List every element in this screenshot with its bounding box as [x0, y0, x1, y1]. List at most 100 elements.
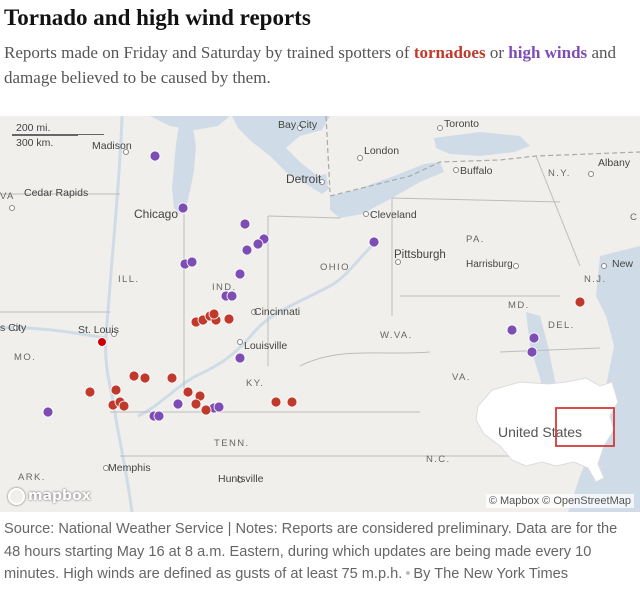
- ohio-river: [137, 240, 377, 418]
- state-ia: VA: [0, 191, 15, 202]
- source-note: Source: National Weather Service | Notes…: [4, 518, 636, 586]
- city-buffalo: Buffalo: [460, 165, 493, 177]
- city-new-york: New: [612, 258, 633, 270]
- wind-report[interactable]: [252, 238, 264, 250]
- source-text: Source: National Weather Service | Notes…: [4, 521, 618, 582]
- city-detroit: Detroit: [286, 172, 322, 186]
- wind-report[interactable]: [234, 352, 246, 364]
- country-border: [325, 116, 640, 197]
- tornado-report[interactable]: [128, 370, 140, 382]
- wind-report[interactable]: [177, 202, 189, 214]
- byline: By The New York Times: [413, 566, 569, 582]
- wind-report[interactable]: [526, 346, 538, 358]
- tornado-report[interactable]: [139, 372, 151, 384]
- tornado-report[interactable]: [286, 396, 298, 408]
- city-toronto: Toronto: [444, 118, 479, 130]
- wind-report[interactable]: [149, 150, 161, 162]
- wind-report[interactable]: [239, 218, 251, 230]
- tornado-reports: [84, 296, 586, 416]
- subtitle-text: Reports made on Friday and Saturday by t…: [4, 43, 414, 62]
- city-louisville: Louisville: [244, 340, 287, 352]
- city-albany: Albany: [598, 157, 631, 169]
- tornado-report[interactable]: [270, 396, 282, 408]
- city-madison: Madison: [92, 140, 132, 152]
- wind-report[interactable]: [186, 256, 198, 268]
- lake-erie: [330, 162, 444, 218]
- state-ct: C: [630, 212, 638, 223]
- mississippi-river: [104, 116, 134, 512]
- state-pa: PA.: [466, 234, 485, 245]
- wind-report[interactable]: [213, 401, 225, 413]
- wind-report[interactable]: [153, 410, 165, 422]
- city-huntsville: Huntsville: [218, 473, 264, 485]
- state-ill: ILL.: [118, 274, 139, 285]
- lake-huron: [232, 116, 330, 194]
- tornado-report[interactable]: [190, 398, 202, 410]
- tornadoes-keyword: tornadoes: [413, 43, 486, 62]
- mapbox-logo[interactable]: mapbox: [8, 486, 91, 506]
- missouri-river: [0, 326, 107, 340]
- city-cedar-rapids: Cedar Rapids: [24, 187, 88, 199]
- tornado-report[interactable]: [574, 296, 586, 308]
- wind-report[interactable]: [506, 324, 518, 336]
- st-louis-marker[interactable]: [97, 337, 107, 347]
- chart-subtitle: Reports made on Friday and Saturday by t…: [4, 40, 638, 90]
- chart-title: Tornado and high wind reports: [4, 5, 311, 30]
- high-winds-keyword: high winds: [508, 43, 588, 62]
- scale-miles: 200 mi.: [12, 122, 104, 135]
- tornado-report[interactable]: [182, 386, 194, 398]
- state-nc: N.C.: [426, 454, 451, 465]
- city-kansas-city: s City: [0, 322, 27, 334]
- state-ind: IND.: [212, 282, 237, 293]
- city-bay-city: Bay City: [278, 119, 318, 131]
- tornado-report[interactable]: [223, 313, 235, 325]
- state-ark: ARK.: [18, 472, 46, 483]
- tornado-report[interactable]: [208, 308, 220, 320]
- city-harrisburg: Harrisburg: [466, 259, 513, 270]
- tornado-report[interactable]: [200, 404, 212, 416]
- city-pittsburgh: Pittsburgh: [394, 249, 446, 261]
- inset-map[interactable]: United States: [475, 377, 619, 483]
- tornado-report[interactable]: [118, 400, 130, 412]
- atlantic-coast: [568, 246, 640, 512]
- inset-usa-shape: [475, 377, 619, 483]
- city-cincinnati: Cincinnati: [254, 306, 300, 318]
- state-ky: KY.: [246, 378, 264, 389]
- inset-united-states-label: United States: [498, 424, 582, 440]
- lake-ontario: [434, 132, 530, 156]
- wind-report[interactable]: [226, 290, 238, 302]
- separator-dot: •: [405, 566, 411, 582]
- subtitle-rest: and damage believed to be caused by them…: [4, 43, 616, 87]
- map-canvas: Bay City Toronto Madison London Buffalo …: [0, 116, 640, 512]
- subtitle-or: or: [485, 43, 509, 62]
- state-wva: W.VA.: [380, 330, 413, 341]
- state-tenn: TENN.: [214, 438, 250, 449]
- state-ny: N.Y.: [548, 168, 571, 179]
- city-memphis: Memphis: [108, 462, 151, 474]
- tornado-report[interactable]: [110, 384, 122, 396]
- wind-report[interactable]: [172, 398, 184, 410]
- wind-report[interactable]: [241, 244, 253, 256]
- state-ohio: OHIO: [320, 262, 350, 273]
- tornado-report[interactable]: [166, 372, 178, 384]
- mapbox-icon: [8, 487, 25, 505]
- tornado-report[interactable]: [84, 386, 96, 398]
- wind-report[interactable]: [528, 332, 540, 344]
- lake-michigan: [172, 118, 196, 214]
- state-de: DEL.: [548, 320, 575, 331]
- map[interactable]: Bay City Toronto Madison London Buffalo …: [0, 116, 640, 512]
- wind-report[interactable]: [42, 406, 54, 418]
- city-chicago: Chicago: [134, 207, 178, 221]
- city-st-louis: St. Louis: [78, 324, 119, 336]
- state-nj: N.J.: [584, 274, 607, 285]
- city-london: London: [364, 145, 399, 157]
- wind-report[interactable]: [368, 236, 380, 248]
- inset-focus-box: [555, 407, 615, 447]
- high-wind-reports: [42, 150, 540, 422]
- city-cleveland: Cleveland: [370, 209, 417, 221]
- state-va: VA.: [452, 372, 471, 383]
- map-attribution[interactable]: © Mapbox © OpenStreetMap: [485, 494, 634, 508]
- wind-report[interactable]: [234, 268, 246, 280]
- state-md: MD.: [508, 300, 530, 311]
- scale-kilometers: 300 km.: [12, 135, 78, 149]
